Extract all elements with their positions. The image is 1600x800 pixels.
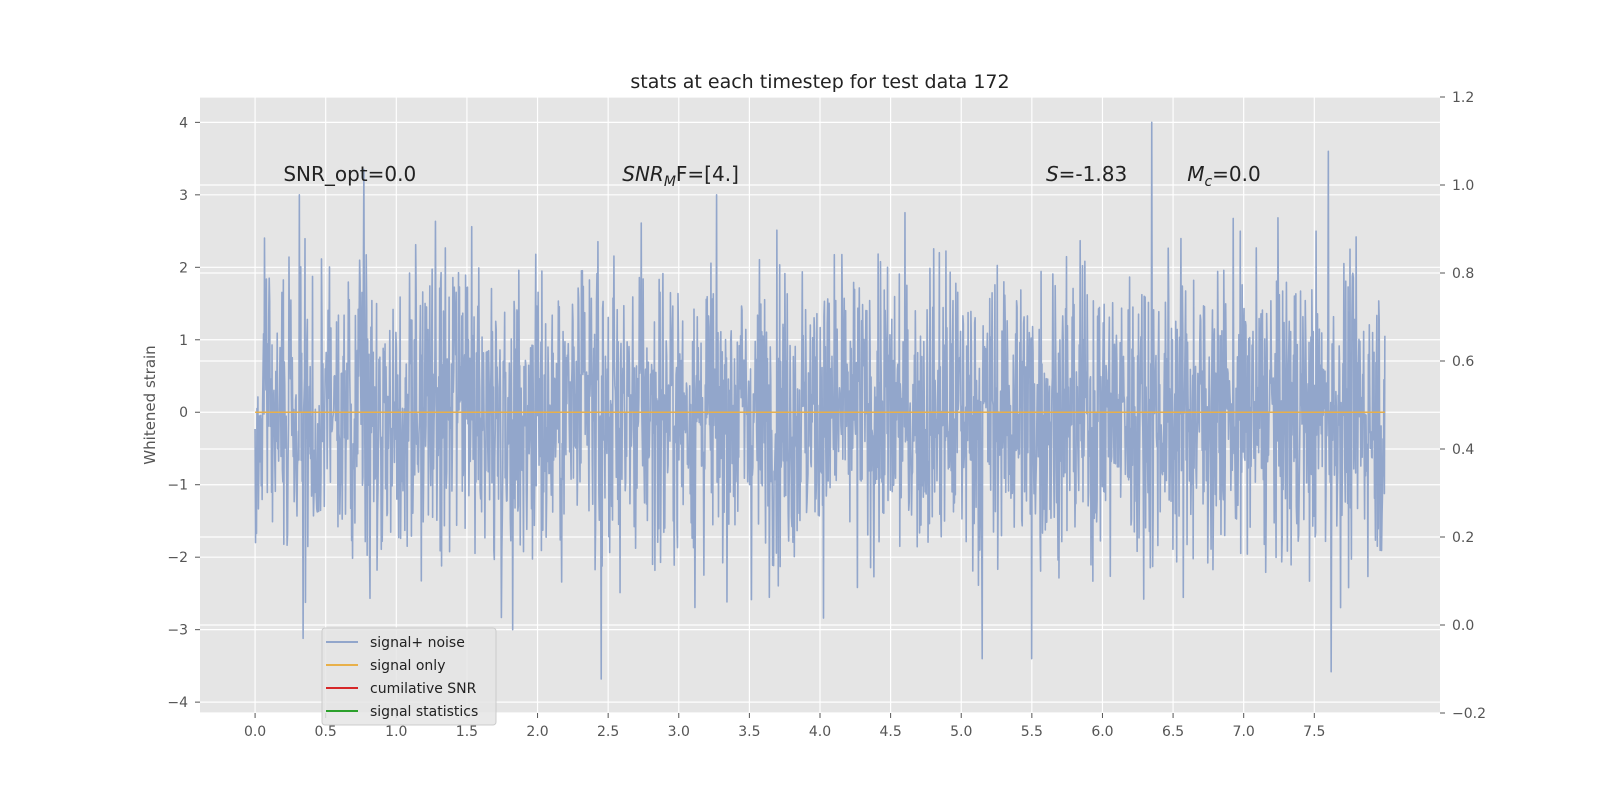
annotation-mc: Mc=0.0 [1187, 162, 1261, 190]
y2-tick-label: 0.2 [1452, 530, 1474, 546]
y-tick-label: −2 [167, 550, 188, 566]
y2-tick-label: 0.0 [1452, 618, 1474, 634]
x-tick-label: 2.0 [526, 724, 548, 740]
y2-tick-label: 1.2 [1452, 90, 1474, 106]
y-tick-label: −1 [167, 478, 188, 494]
series-layer [254, 121, 1386, 680]
x-tick-label: 5.0 [950, 724, 972, 740]
axes: 0.0 0.5 1.0 1.5 2.0 2.5 3.0 3.5 4.0 4.5 5.0 5.5 6.0 6… [167, 90, 1486, 740]
annotation-rest: =-1.83 [1059, 162, 1128, 186]
annotation-main: M [1187, 162, 1204, 186]
legend-label: cumilative SNR [370, 681, 477, 697]
annotation-s: S=-1.83 [1046, 162, 1127, 186]
y2-tick-label: 1.0 [1452, 178, 1474, 194]
annotations: SNR_opt=0.0 SNRMF=[4.] S=-1.83 Mc=0.0 [283, 162, 1260, 190]
y2-tick-label: 0.4 [1452, 442, 1474, 458]
x-tick-label: 7.5 [1303, 724, 1325, 740]
y-tick-label: −4 [167, 695, 188, 711]
x-tick-label: 1.0 [385, 724, 407, 740]
annotation-main: SNR [622, 162, 664, 186]
y-tick-label: 4 [179, 115, 188, 131]
x-tick-label: 2.5 [597, 724, 619, 740]
y-tick-label: −3 [167, 623, 188, 639]
chart-title: stats at each timestep for test data 172 [630, 71, 1009, 93]
y-tick-label: 1 [179, 333, 188, 349]
y-tick-label: 2 [179, 260, 188, 276]
x-tick-label: 6.0 [1091, 724, 1113, 740]
x-tick-label: 0.5 [315, 724, 337, 740]
legend-label: signal statistics [370, 704, 478, 720]
y2-tick-label: 0.8 [1452, 266, 1474, 282]
x-tick-label: 4.5 [879, 724, 901, 740]
annotation-snr-opt: SNR_opt=0.0 [283, 162, 416, 186]
series-signal-noise-line [254, 121, 1386, 680]
annotation-rest: =0.0 [1212, 162, 1261, 186]
annotation-snr-mf: SNRMF=[4.] [622, 162, 739, 190]
legend-label: signal+ noise [370, 635, 465, 651]
annotation-subscript: c [1204, 174, 1212, 190]
y2-tick-label: 0.6 [1452, 354, 1474, 370]
annotation-subscript: M [664, 174, 676, 190]
annotation-main: SNR_opt=0.0 [283, 162, 416, 186]
y-axis-label: Whitened strain [141, 345, 159, 464]
annotation-main: S [1046, 162, 1059, 186]
legend: signal+ noise signal only cumilative SNR si… [321, 627, 497, 726]
y2-tick-label: −0.2 [1452, 706, 1486, 722]
x-tick-label: 5.5 [1021, 724, 1043, 740]
legend-label: signal only [370, 658, 445, 674]
y-tick-label: 0 [179, 405, 188, 421]
x-tick-label: 6.5 [1162, 724, 1184, 740]
x-tick-label: 7.0 [1233, 724, 1255, 740]
x-tick-label: 0.0 [244, 724, 266, 740]
y-tick-label: 3 [179, 188, 188, 204]
annotation-rest: F=[4.] [676, 162, 739, 186]
legend-box [321, 627, 497, 726]
x-tick-label: 3.5 [738, 724, 760, 740]
x-tick-label: 3.0 [668, 724, 690, 740]
x-tick-label: 1.5 [456, 724, 478, 740]
x-tick-label: 4.0 [809, 724, 831, 740]
